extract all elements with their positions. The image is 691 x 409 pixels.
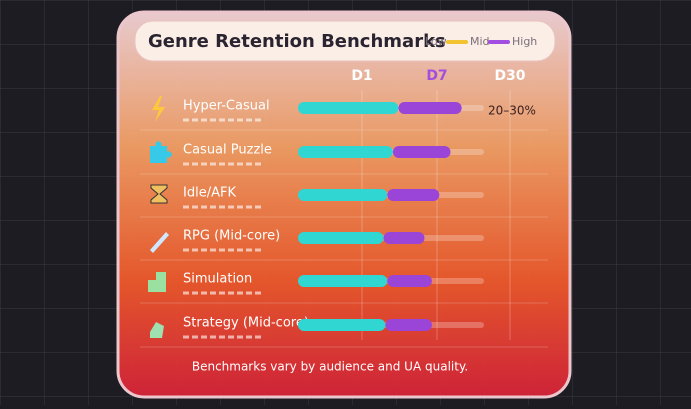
bar-segment (392, 146, 451, 158)
title-bar (134, 20, 556, 62)
legend-label: High (512, 35, 537, 48)
footnote: Benchmarks vary by audience and UA quali… (192, 360, 468, 374)
icon-lightning (152, 96, 165, 122)
category-label: Idle/AFK (183, 186, 236, 201)
bar-segment (298, 189, 388, 201)
category-label: RPG (Mid-core) (183, 229, 280, 244)
category-label: Casual Puzzle (183, 143, 272, 158)
bar-segment (298, 232, 384, 244)
column-header: D7 (426, 68, 447, 84)
bar-segment (298, 275, 388, 287)
category-label: Simulation (183, 272, 252, 287)
icons (148, 96, 172, 338)
icon-hourglass (150, 184, 168, 204)
bar-segment (387, 189, 440, 201)
column-header: D1 (351, 68, 372, 84)
icon-buildings (148, 272, 166, 292)
category-label: Hyper-Casual (183, 99, 270, 114)
bar-segment (298, 102, 399, 114)
bar-segment (398, 102, 462, 114)
bar-segment (298, 146, 393, 158)
bar-segment (387, 275, 432, 287)
bar-segment (385, 319, 432, 331)
icon-knight (150, 322, 164, 338)
chart-title: Genre Retention Benchmarks (148, 31, 446, 52)
icon-puzzle (150, 141, 172, 163)
category-label: Strategy (Mid-core) (183, 316, 309, 331)
legend-label: Low (425, 35, 447, 48)
bar-segment (298, 319, 386, 331)
bar-segment (383, 232, 425, 244)
annotation: 20–30% (488, 104, 536, 118)
legend-label: Mid (470, 35, 490, 48)
icon-sword (150, 232, 169, 253)
column-header: D30 (494, 68, 525, 84)
